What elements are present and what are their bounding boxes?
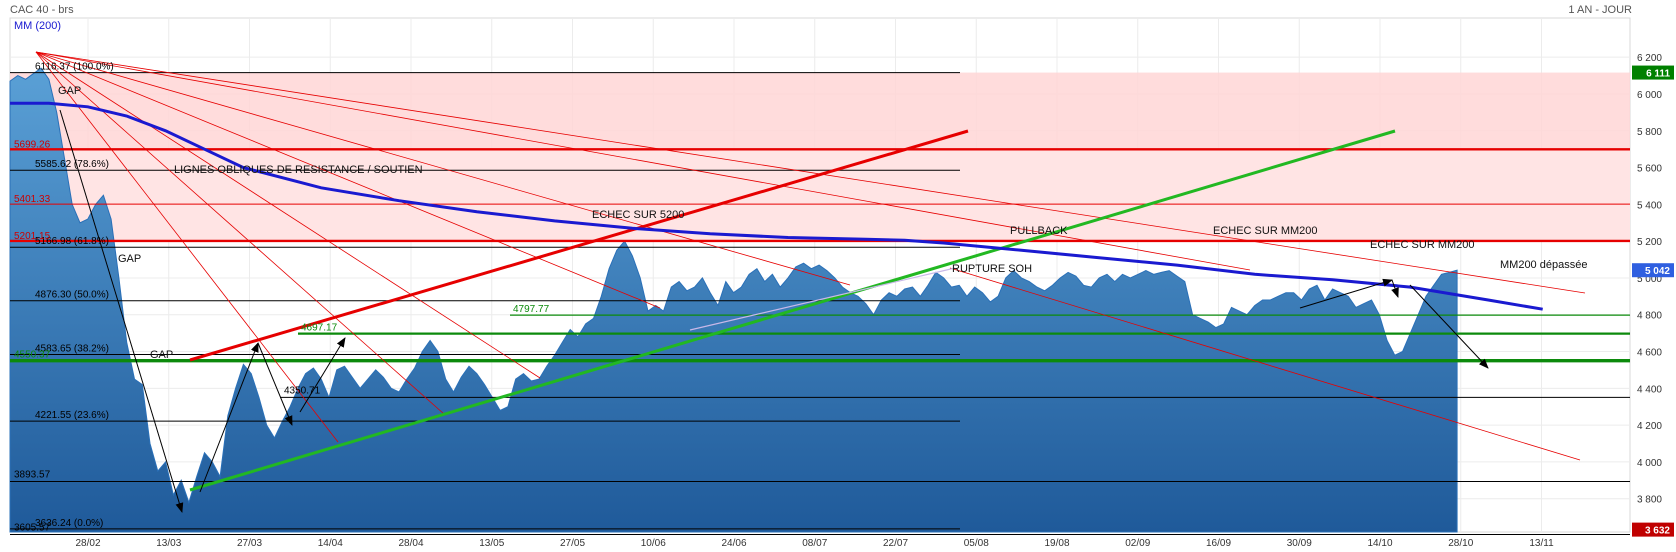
x-tick-label: 08/07: [802, 538, 827, 549]
price-badge: [1632, 263, 1674, 278]
fan-line: [35, 51, 661, 309]
green-level-label: 4550.37: [14, 350, 51, 361]
x-tick-label: 16/09: [1206, 538, 1231, 549]
x-tick-label: 27/05: [560, 538, 585, 549]
annotation: ECHEC SUR MM200: [1370, 239, 1475, 251]
arrow: [1299, 278, 1393, 309]
fan-line: [35, 51, 1586, 294]
arrow: [299, 337, 346, 413]
arrow: [59, 109, 184, 513]
green-level-label: 4697.17: [301, 323, 338, 334]
annotation: GAP: [58, 85, 81, 97]
fib-label: 6116.37 (100.0%): [35, 62, 114, 73]
annotations: GAP GAP GAP LIGNES OBLIQUES DE RESISTANCE /…: [58, 85, 1587, 361]
fib-label: 4583.65 (38.2%): [35, 344, 109, 355]
y-tick-label: 5 800: [1637, 127, 1662, 138]
support-label: 3605.57: [14, 522, 51, 533]
x-tick-label: 19/08: [1044, 538, 1069, 549]
x-tick-label: 05/08: [964, 538, 989, 549]
y-tick-label: 4 800: [1637, 311, 1662, 322]
x-tick-label: 22/07: [883, 538, 908, 549]
arrow: [199, 342, 259, 493]
x-tick-label: 28/10: [1448, 538, 1473, 549]
x-tick-label: 24/06: [721, 538, 746, 549]
x-tick-label: 28/02: [75, 538, 100, 549]
annotation: LIGNES OBLIQUES DE RESISTANCE / SOUTIEN: [174, 164, 423, 176]
axes: 6 200 6 000 5 800 5 600 5 400 5 200 5 000 4 800…: [75, 53, 1674, 549]
annotation: PULLBACK: [1010, 225, 1068, 237]
fan-line: [35, 51, 541, 379]
arrow: [257, 342, 293, 426]
resistance-zone: [10, 72, 1630, 241]
y-tick-label: 6 000: [1637, 90, 1662, 101]
period-label: 1 AN - JOUR: [1568, 4, 1632, 16]
fan-line: [35, 51, 851, 286]
x-tick-label: 13/05: [479, 538, 504, 549]
y-tick-label: 5 600: [1637, 164, 1662, 175]
upper-resistance-zone: [10, 72, 1630, 150]
fan-line: [35, 51, 339, 443]
arrows: [59, 109, 1489, 513]
x-tick-label: 30/09: [1287, 538, 1312, 549]
annotation: MM200 dépassée: [1500, 259, 1587, 271]
y-tick-label: 4 600: [1637, 348, 1662, 359]
x-tick-label: 10/06: [641, 538, 666, 549]
support-label: 3893.57: [14, 469, 51, 480]
annotation: ECHEC SUR MM200: [1213, 225, 1318, 237]
y-tick-label: 4 200: [1637, 421, 1662, 432]
fib-label: 5585.62 (78.6%): [35, 159, 109, 170]
arrow: [1391, 279, 1399, 298]
x-tick-label: 28/04: [398, 538, 423, 549]
x-tick-label: 14/04: [318, 538, 343, 549]
ma-legend: MM (200): [14, 20, 61, 32]
annotation: GAP: [118, 253, 141, 265]
annotation: GAP: [150, 349, 173, 361]
fib-label: 4876.30 (50.0%): [35, 290, 109, 301]
y-tick-label: 6 200: [1637, 53, 1662, 64]
support-label: 4350.71: [284, 385, 321, 396]
price-badge-label: 5 042: [1645, 266, 1670, 277]
ma200-line: [10, 101, 1543, 311]
y-tick-label: 4 000: [1637, 458, 1662, 469]
x-tick-label: 02/09: [1125, 538, 1150, 549]
y-tick-label: 5 200: [1637, 237, 1662, 248]
fib-label: 3636.24 (0.0%): [35, 518, 103, 529]
price-badge-label: 6 111: [1646, 69, 1670, 80]
lower-resistance-zone: [10, 149, 1630, 241]
fan-line: [35, 51, 445, 415]
x-tick-label: 27/03: [237, 538, 262, 549]
annotation: RUPTURE SOH: [952, 263, 1032, 275]
red-level-label: 5201.15: [14, 231, 51, 242]
y-tick-label: 5 000: [1637, 274, 1662, 285]
y-tick-label: 5 400: [1637, 200, 1662, 211]
price-badge-label: 3 632: [1645, 526, 1670, 537]
green-level-label: 4797.77: [513, 304, 550, 315]
x-tick-label: 13/11: [1529, 538, 1554, 549]
horizontal-levels: [10, 72, 1630, 535]
x-tick-label: 13/03: [156, 538, 181, 549]
x-tick-label: 14/10: [1367, 538, 1392, 549]
green-trendline: [189, 129, 1396, 492]
y-tick-label: 3 800: [1637, 495, 1662, 506]
arrow: [1409, 284, 1489, 369]
red-level-label: 5401.33: [14, 194, 51, 205]
level-labels: 6116.37 (100.0%) 5585.62 (78.6%) 5166.98 (…: [14, 62, 550, 534]
fib-label: 4221.55 (23.6%): [35, 410, 109, 421]
instrument-title: CAC 40 - brs: [10, 4, 74, 16]
red-oblique-support: [949, 267, 1581, 461]
price-badge: [1632, 522, 1674, 537]
y-tick-label: 4 400: [1637, 384, 1662, 395]
annotation: ECHEC SUR 5200: [592, 209, 684, 221]
price-badge: [1632, 65, 1674, 80]
red-trendline: [189, 129, 969, 362]
oblique-lines: [35, 51, 1586, 492]
red-level-label: 5699.26: [14, 139, 51, 150]
fib-label: 5166.98 (61.8%): [35, 236, 109, 247]
rupture-line: [689, 267, 956, 331]
ma200-path: [10, 101, 1543, 311]
